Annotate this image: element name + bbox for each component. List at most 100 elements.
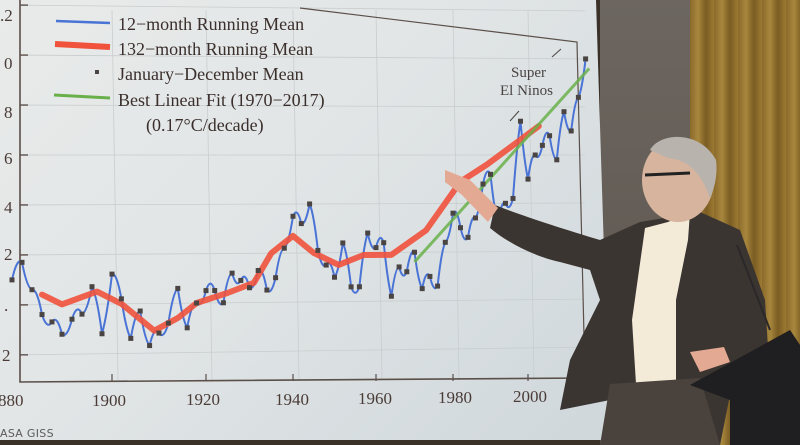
annual-mean-marker: [340, 240, 346, 246]
x-label: 1920: [186, 390, 220, 409]
annual-mean-markers: [9, 56, 589, 349]
annual-mean-marker: [49, 319, 55, 325]
annual-mean-marker: [583, 56, 589, 62]
y-axis-ticks: [20, 4, 28, 356]
presenter-hair: [650, 136, 717, 198]
linear-fit-line: [413, 67, 591, 263]
annual-mean-marker: [561, 109, 567, 115]
x-label: 1960: [358, 389, 392, 408]
annual-mean-marker: [290, 213, 296, 219]
y-label: 6: [4, 149, 13, 168]
annual-mean-marker: [79, 311, 85, 317]
annual-mean-marker: [212, 288, 218, 294]
annual-mean-marker: [465, 234, 471, 240]
annual-mean-marker: [356, 284, 362, 290]
x-label: 1980: [438, 388, 472, 407]
arrow-icon: [551, 48, 562, 58]
annual-mean-marker: [184, 325, 190, 331]
legend-swatch-blue: [55, 19, 111, 25]
annual-mean-marker: [381, 240, 387, 246]
annual-mean-marker: [307, 201, 313, 207]
annual-mean-marker: [29, 287, 35, 293]
annual-mean-marker: [332, 274, 337, 280]
x-label: 1900: [92, 391, 126, 410]
presenter-trousers: [600, 378, 720, 445]
y-label: .2: [0, 6, 13, 25]
annual-mean-marker: [238, 277, 244, 283]
chart-axes: [19, 0, 586, 383]
annual-mean-marker: [128, 335, 134, 341]
y-axis-labels: .2 0 8 6 4 2 . 2: [0, 6, 13, 365]
annual-mean-marker: [396, 264, 402, 270]
annual-mean-marker: [568, 128, 574, 134]
132-month-running-mean-line: [39, 123, 542, 334]
y-label: .: [4, 296, 8, 315]
annotation-line1: Super: [511, 65, 546, 81]
presenter-hand-pointing: [445, 170, 498, 222]
presenter: [445, 136, 800, 445]
y-label: 4: [4, 198, 13, 217]
annual-mean-marker: [165, 320, 171, 326]
legend-note: (0.17°C/decade): [146, 115, 264, 136]
annual-mean-marker: [427, 273, 433, 279]
annual-mean-marker: [118, 296, 124, 302]
legend-swatch-red: [54, 41, 111, 50]
x-label: 1940: [275, 390, 309, 409]
annual-mean-marker: [9, 277, 15, 283]
annual-mean-marker: [109, 271, 115, 277]
chart-gridlines: [19, 4, 586, 381]
microphone-stand: [736, 244, 771, 331]
presenter-hand-podium: [690, 347, 730, 372]
annual-mean-marker: [229, 270, 235, 276]
chart-legend: 12−month Running Mean 132−month Running …: [53, 14, 325, 136]
annual-mean-marker: [525, 176, 531, 182]
annual-mean-marker: [450, 210, 456, 216]
x-label: 880: [0, 391, 24, 410]
annual-mean-marker: [315, 247, 321, 253]
annual-mean-marker: [220, 300, 226, 306]
annual-mean-marker: [435, 283, 441, 289]
annual-mean-marker: [323, 262, 329, 268]
annual-mean-marker: [99, 331, 105, 337]
annual-mean-marker: [137, 308, 143, 314]
annual-mean-marker: [19, 259, 25, 265]
y-label: 0: [4, 54, 13, 73]
y-label: 8: [4, 103, 13, 122]
annual-mean-marker: [554, 157, 560, 163]
legend-swatch-green: [53, 93, 111, 100]
annual-mean-marker: [473, 215, 478, 221]
legend-label: 12−month Running Mean: [118, 14, 304, 34]
annual-mean-marker: [419, 286, 425, 292]
annual-mean-marker: [458, 225, 463, 231]
legend-label: 132−month Running Mean: [118, 39, 313, 59]
annual-mean-marker: [273, 275, 279, 281]
annual-mean-marker: [69, 316, 75, 322]
annual-mean-marker: [547, 133, 553, 139]
presenter-shirt: [632, 212, 690, 384]
legend-label: January−December Mean: [118, 64, 304, 84]
annual-mean-marker: [348, 284, 354, 290]
annual-mean-marker: [281, 245, 287, 251]
annual-mean-marker: [156, 330, 162, 336]
annual-mean-marker: [247, 285, 252, 291]
super-el-ninos-annotation: Super El Ninos: [500, 48, 562, 122]
annual-mean-marker: [59, 331, 65, 337]
legend-swatch-marker: [95, 70, 99, 74]
x-axis-labels: 880 1900 1920 1940 1960 1980 2000: [0, 387, 547, 410]
annual-mean-marker: [365, 230, 371, 236]
podium: [690, 330, 800, 445]
annual-mean-marker: [388, 293, 394, 299]
annual-mean-marker: [373, 245, 379, 251]
annual-mean-marker: [255, 267, 261, 273]
annual-mean-marker: [575, 94, 581, 100]
y-label: 2: [2, 346, 11, 365]
annual-mean-marker: [518, 118, 523, 124]
annual-mean-marker: [89, 284, 95, 290]
annual-mean-marker: [480, 181, 486, 187]
annual-mean-marker: [532, 152, 538, 158]
annual-mean-marker: [175, 285, 181, 291]
annual-mean-marker: [194, 300, 200, 306]
annual-mean-marker: [298, 221, 304, 227]
x-label: 2000: [513, 387, 547, 406]
